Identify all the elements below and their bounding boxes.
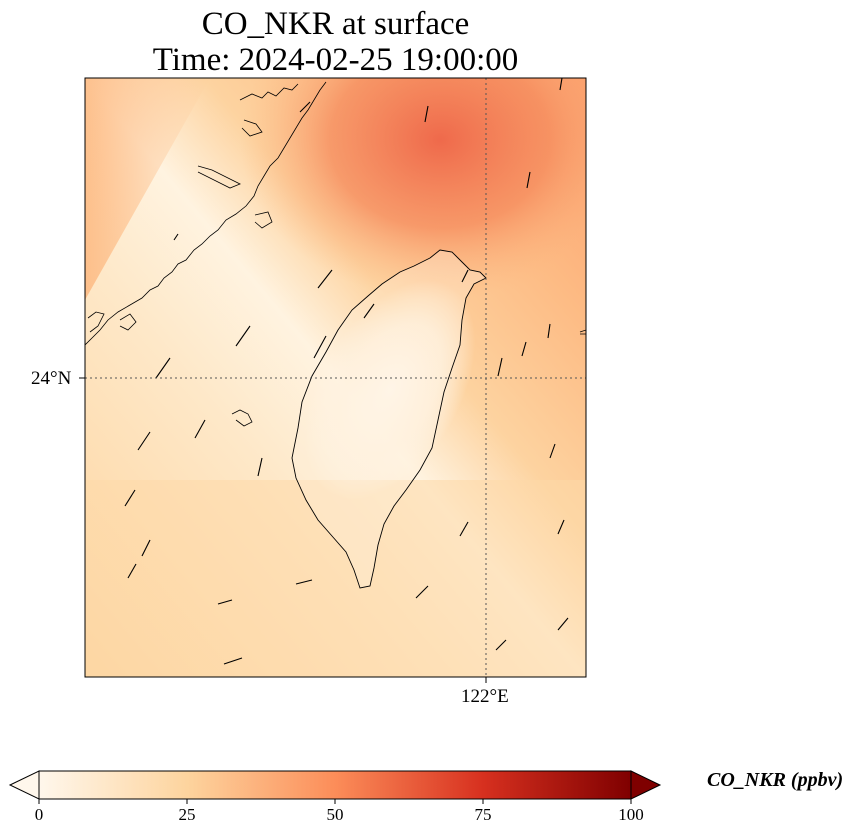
colorbar-min-extend <box>8 770 40 800</box>
colorbar-tick-label: 50 <box>326 805 344 824</box>
colorbar-max-extend <box>630 770 662 800</box>
map-title: CO_NKR at surface <box>201 6 470 42</box>
china-coastline <box>85 81 586 427</box>
concentration-field <box>85 78 586 677</box>
lat-tick-label: 24°N <box>31 368 72 389</box>
colorbar-tick-label: 0 <box>34 805 44 824</box>
map-timestamp: Time: 2024-02-25 19:00:00 <box>152 42 519 78</box>
colorbar-label: CO_NKR (ppbv) <box>707 769 844 791</box>
colorbar-tick-label: 75 <box>474 805 492 824</box>
wind-vectors <box>124 78 569 665</box>
lon-tick-label: 122°E <box>461 686 509 707</box>
colorbar-tick-label: 25 <box>178 805 196 824</box>
taiwan-coastline <box>291 249 487 589</box>
colorbar-gradient <box>38 770 632 800</box>
colorbar-tick-label: 100 <box>618 805 644 824</box>
